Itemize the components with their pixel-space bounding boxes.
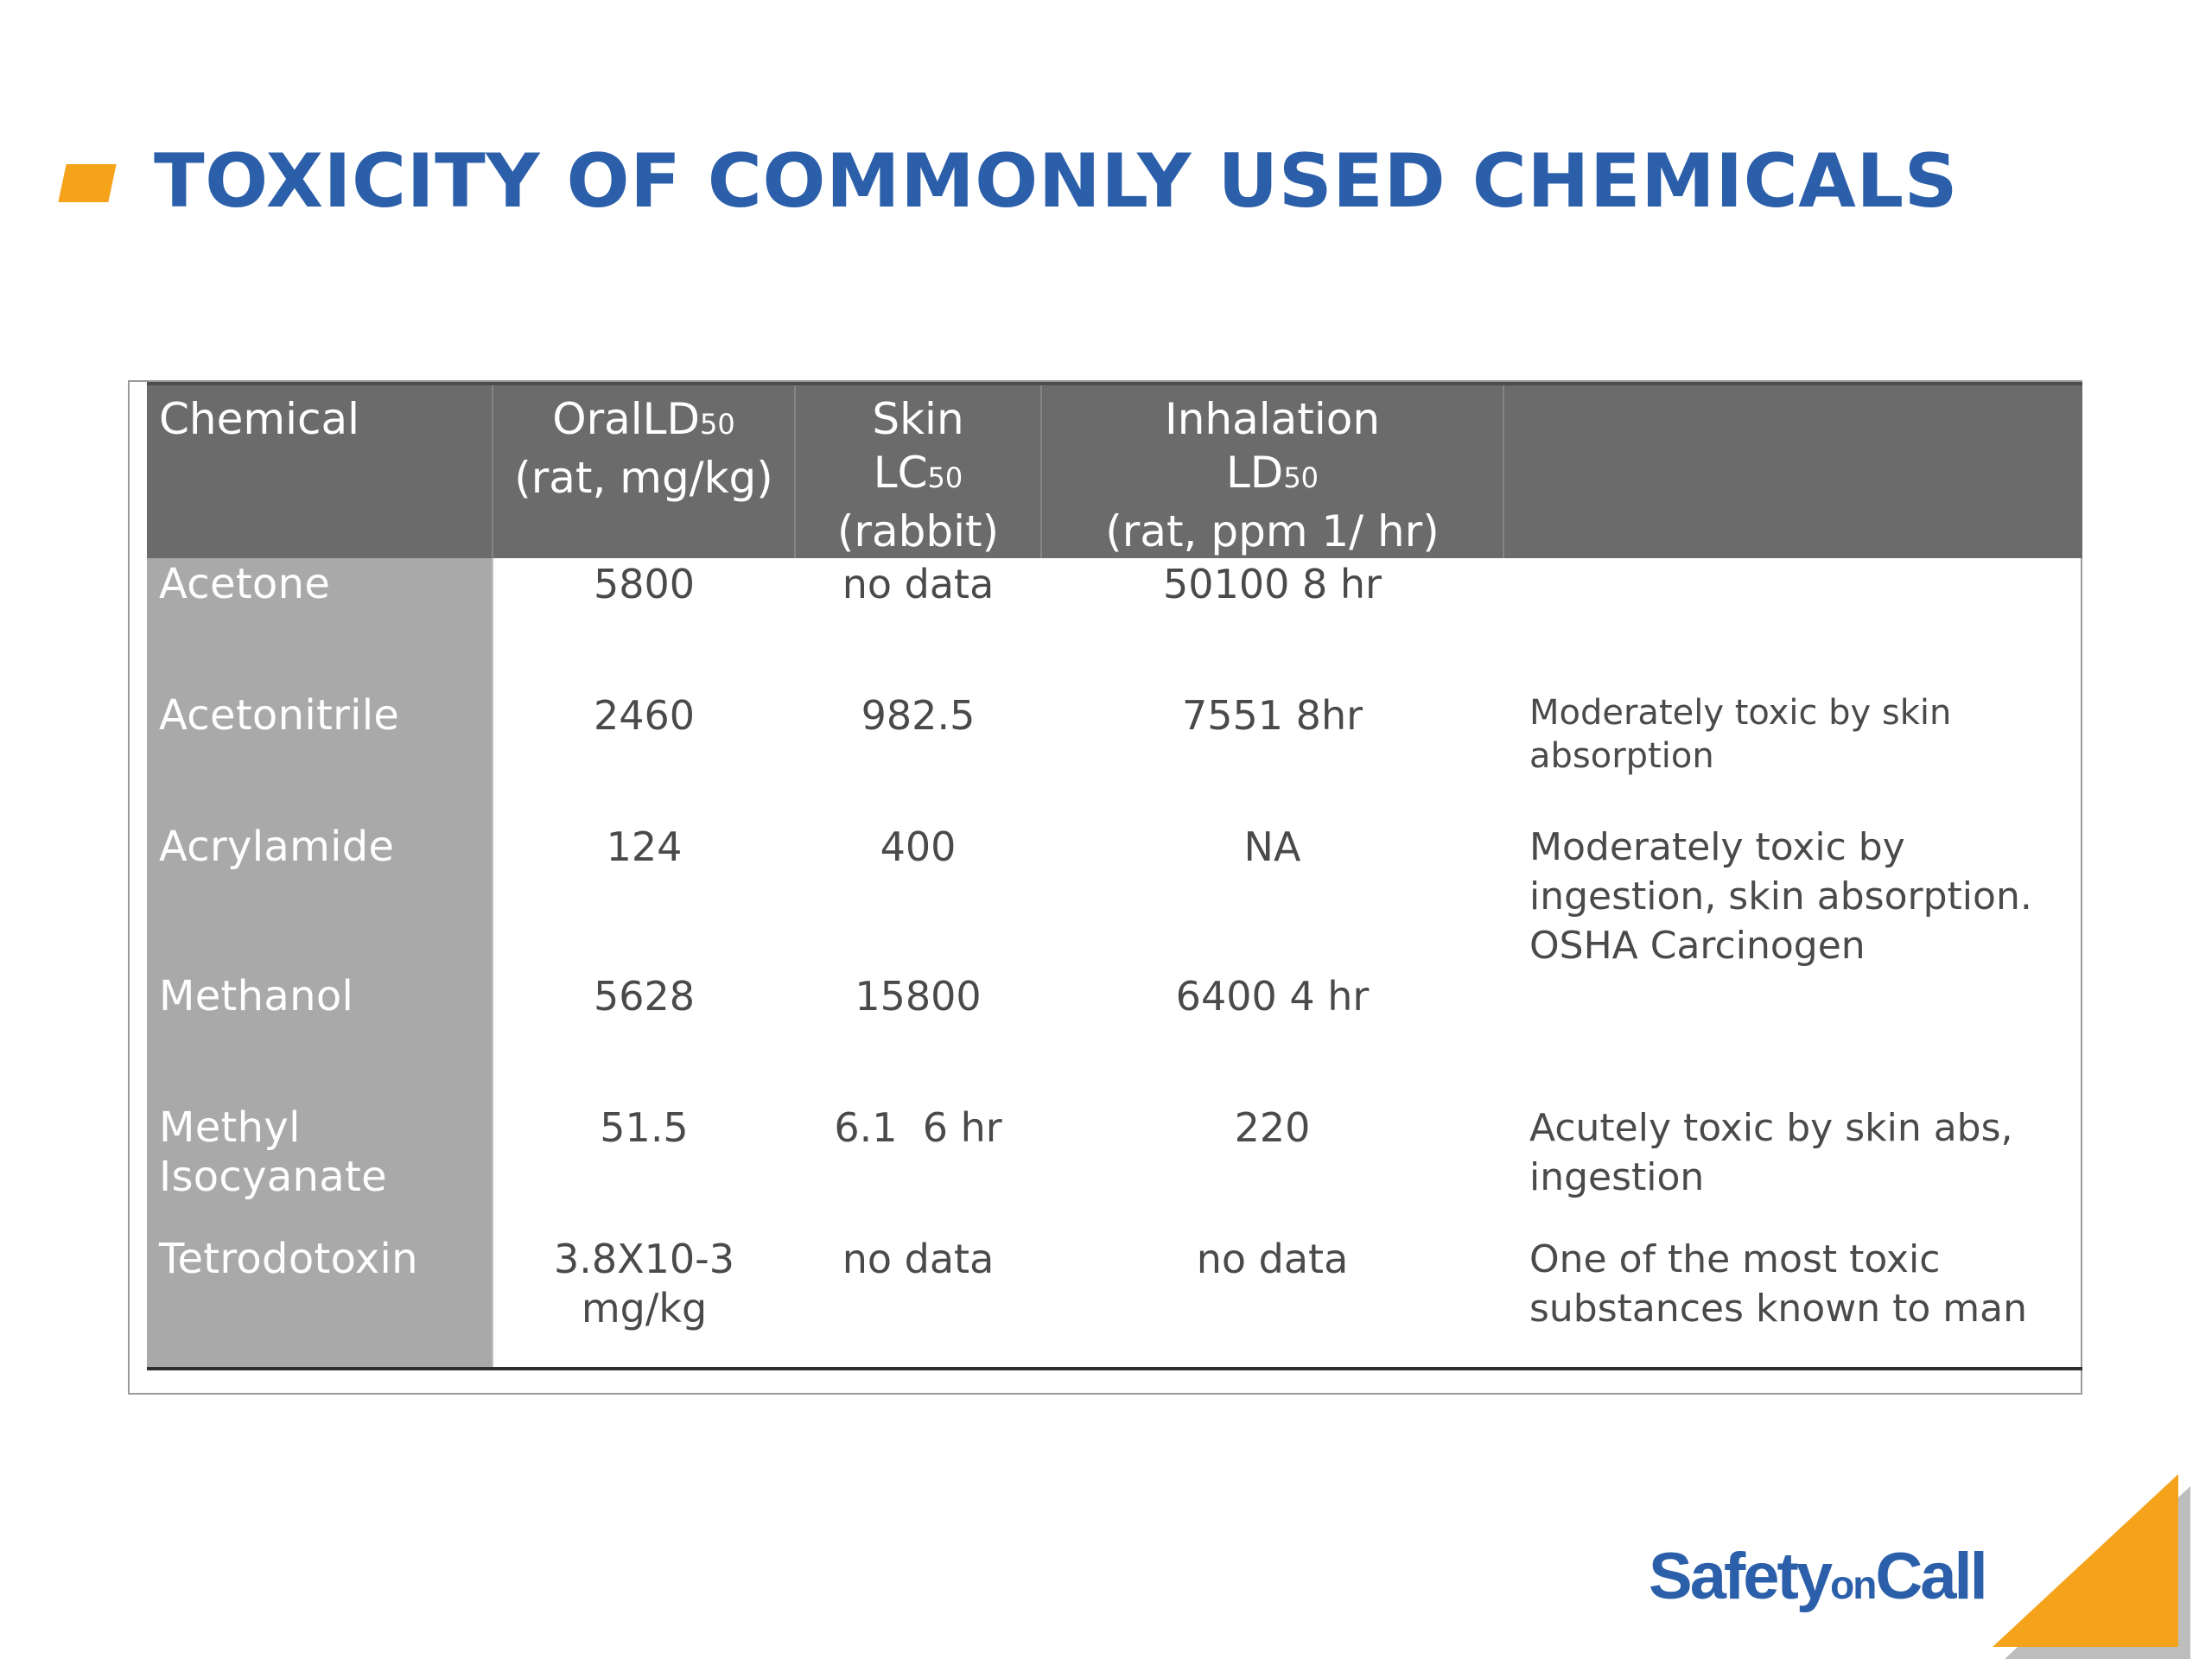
table-row: Methyl Isocyanate 51.5 6.1 6 hr 220 Acut…	[147, 1102, 2082, 1233]
table-row: Acetonitrile 2460 982.5 7551 8hr Moderat…	[147, 690, 2082, 821]
header-inh-sub: 50	[1283, 461, 1319, 494]
chemical-name: Methanol	[159, 972, 354, 1020]
oral-ld50-cell: 51.5	[493, 1102, 795, 1233]
oral-ld50-value: 5800	[593, 561, 696, 607]
table-row: Methanol 5628 15800 6400 4 hr	[147, 970, 2082, 1102]
inhalation-ld50-cell: NA	[1041, 821, 1503, 970]
table-row: Acetone 5800 no data 50100 8 hr	[147, 558, 2082, 690]
skin-lc50-value: 6.1 6 hr	[834, 1104, 1002, 1151]
skin-lc50-value: 982.5	[861, 692, 976, 739]
notes-text	[1529, 558, 2048, 560]
inhalation-ld50-cell: no data	[1041, 1233, 1503, 1370]
chemical-name-cell: Methyl Isocyanate	[147, 1102, 493, 1233]
skin-lc50-cell: no data	[795, 1233, 1041, 1370]
chemical-name-cell: Acetonitrile	[147, 690, 493, 821]
header-chemical: Chemical	[147, 382, 493, 558]
toxicity-table: Chemical OralLD50 (rat, mg/kg) Skin LC50…	[147, 382, 2082, 1370]
chemical-name-cell: Acrylamide	[147, 821, 493, 970]
header-inh-line-3: (rat, ppm 1/ hr)	[1105, 506, 1440, 556]
chemical-name: Tetrodotoxin	[159, 1235, 418, 1283]
header-skin-sub: 50	[927, 461, 963, 494]
notes-cell	[1503, 558, 2082, 690]
inhalation-ld50-value: 220	[1234, 1104, 1311, 1151]
notes-cell: One of the most toxic substances known t…	[1503, 1233, 2082, 1370]
header-oral-line-1: OralLD50	[502, 392, 785, 451]
notes-text: Moderately toxic by skin absorption	[1529, 693, 1952, 776]
header-notes	[1503, 382, 2082, 558]
skin-lc50-cell: 15800	[795, 970, 1041, 1102]
page-title: TOXICITY OF COMMONLY USED CHEMICALS	[154, 138, 1959, 225]
inhalation-ld50-cell: 50100 8 hr	[1041, 558, 1503, 690]
chemical-name: Acetone	[159, 560, 331, 608]
notes-text	[1529, 970, 2048, 972]
logo-safety: Safety	[1649, 1540, 1833, 1613]
notes-cell: Moderately toxic by skin absorption	[1503, 690, 2082, 821]
inhalation-ld50-cell: 7551 8hr	[1041, 690, 1503, 821]
header-skin-line-1: Skin	[872, 394, 964, 444]
skin-lc50-cell: 400	[795, 821, 1041, 970]
notes-text: One of the most toxic substances known t…	[1529, 1237, 2027, 1331]
header-oral-line-2: (rat, mg/kg)	[514, 453, 773, 503]
logo-call: Call	[1875, 1540, 1987, 1613]
oral-ld50-cell: 3.8X10-3mg/kg	[493, 1233, 795, 1370]
header-oral-main: OralLD	[552, 394, 701, 444]
oral-ld50-cell: 5628	[493, 970, 795, 1102]
chemical-name-cell: Tetrodotoxin	[147, 1233, 493, 1370]
inhalation-ld50-value: 7551 8hr	[1181, 692, 1363, 739]
notes-cell	[1503, 970, 2082, 1102]
chemical-name: Methyl Isocyanate	[159, 1103, 387, 1201]
inhalation-ld50-value: NA	[1243, 823, 1301, 870]
skin-lc50-cell: 982.5	[795, 690, 1041, 821]
inhalation-ld50-value: 6400 4 hr	[1175, 973, 1370, 1020]
skin-lc50-value: 15800	[855, 973, 982, 1020]
header-skin-lc50: Skin LC50 (rabbit)	[794, 382, 1041, 558]
header-inhalation-ld50: Inhalation LD50 (rat, ppm 1/ hr)	[1040, 382, 1503, 558]
oral-ld50-value: 124	[606, 823, 683, 870]
oral-ld50-cell: 2460	[493, 690, 795, 821]
header-skin-line-3: (rabbit)	[836, 506, 1000, 556]
notes-cell: Moderately toxic by ingestion, skin abso…	[1503, 821, 2082, 970]
chemical-name: Acrylamide	[159, 823, 395, 871]
notes-text: Moderately toxic by ingestion, skin abso…	[1529, 825, 2032, 968]
header-oral-ld50: OralLD50 (rat, mg/kg)	[492, 382, 795, 558]
header-skin-line-2: LC50	[804, 446, 1032, 505]
inhalation-ld50-cell: 220	[1041, 1102, 1503, 1233]
table-row: Tetrodotoxin 3.8X10-3mg/kg no data no da…	[147, 1233, 2082, 1370]
notes-text: Acutely toxic by skin abs, ingestion	[1529, 1106, 2013, 1199]
header-chemical-line: Chemical	[159, 394, 359, 444]
header-inh-main: LD	[1225, 448, 1284, 498]
skin-lc50-value: no data	[842, 1236, 995, 1282]
oral-ld50-value: 3.8X10-3mg/kg	[553, 1236, 735, 1332]
logo-on: on	[1830, 1562, 1877, 1607]
table-row: Acrylamide 124 400 NA Moderately toxic b…	[147, 821, 2082, 970]
chemical-name: Acetonitrile	[159, 691, 400, 740]
inhalation-ld50-cell: 6400 4 hr	[1041, 970, 1503, 1102]
header-skin-main: LC	[873, 448, 928, 498]
oral-ld50-value: 51.5	[600, 1104, 689, 1151]
chemical-name-cell: Acetone	[147, 558, 493, 690]
table-header-row: Chemical OralLD50 (rat, mg/kg) Skin LC50…	[147, 382, 2082, 558]
chemical-name-cell: Methanol	[147, 970, 493, 1102]
skin-lc50-value: no data	[842, 561, 995, 607]
header-oral-sub: 50	[700, 408, 735, 441]
skin-lc50-cell: no data	[795, 558, 1041, 690]
skin-lc50-value: 400	[880, 823, 957, 870]
oral-ld50-value: 5628	[593, 973, 696, 1020]
skin-lc50-cell: 6.1 6 hr	[795, 1102, 1041, 1233]
oral-ld50-cell: 124	[493, 821, 795, 970]
header-inh-line-1: Inhalation	[1164, 394, 1381, 444]
safety-on-call-logo: SafetyonCall	[1649, 1538, 1988, 1624]
oral-ld50-cell: 5800	[493, 558, 795, 690]
inhalation-ld50-value: no data	[1196, 1236, 1349, 1282]
notes-cell: Acutely toxic by skin abs, ingestion	[1503, 1102, 2082, 1233]
corner-triangle-icon	[1993, 1474, 2178, 1647]
title-bullet-icon	[58, 164, 117, 202]
oral-ld50-value: 2460	[593, 692, 696, 739]
inhalation-ld50-value: 50100 8 hr	[1163, 561, 1382, 607]
header-inh-line-2: LD50	[1051, 446, 1494, 505]
